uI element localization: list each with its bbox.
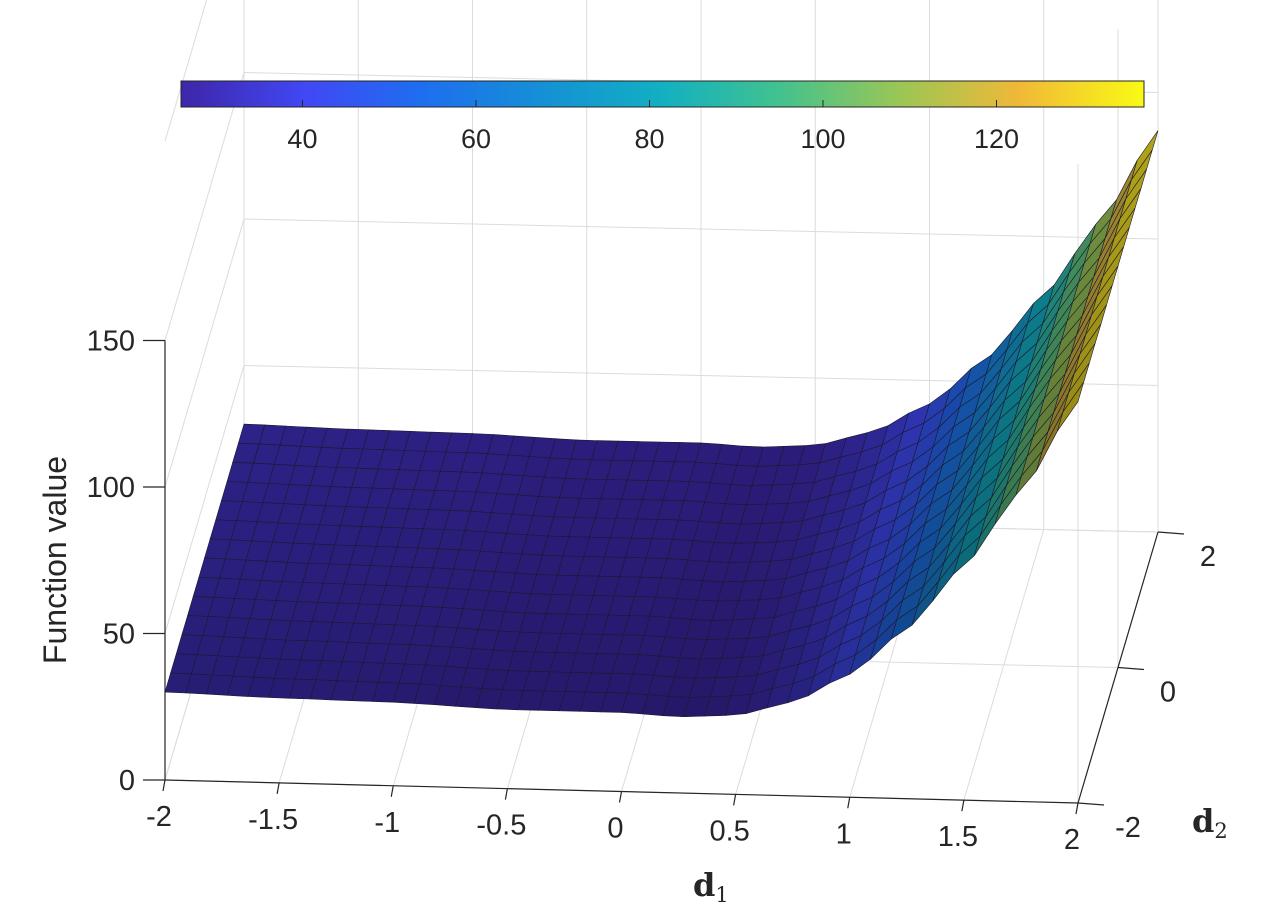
grid-line [164,218,245,488]
y-tick-mark [1157,531,1185,535]
x-tick-label: 0 [607,813,623,845]
z-tick-label: 100 [87,472,135,504]
x-tick-mark [276,782,280,794]
x-tick-label: 2 [1064,824,1080,856]
grid-line [164,72,245,341]
grid-line [164,365,245,634]
colorbar: 40 60 80 100 120 [180,80,1145,154]
x-tick-mark [162,779,166,792]
colorbar-tick-label: 40 [287,124,317,154]
axes: -2 -1.5 -1 -0.5 0 0.5 1 1.5 2 -2 0 2 0 50 100 150 [87,326,1216,857]
colorbar-tick-label: 80 [634,124,664,154]
x-tick-mark [618,791,623,803]
colorbar-tick-label: 60 [461,124,491,154]
z-tick-label: 150 [87,326,135,358]
surface-mesh [164,130,1159,718]
y-tick-label: 0 [1160,677,1176,709]
x-tick-label: -0.5 [476,810,526,842]
y-tick-label: -2 [1115,812,1141,844]
grid-line [243,218,1159,240]
y-tick-mark [1117,666,1145,671]
colorbar-tick-label: 100 [800,124,845,154]
z-tick-label: 0 [119,765,135,797]
x-tick-mark [1075,802,1079,815]
x-tick-label: -1 [374,807,400,839]
x-tick-mark [961,800,965,812]
colorbar-gradient [180,80,1145,108]
z-tick-label: 50 [103,619,135,651]
y-tick-mark [1077,802,1105,806]
x-tick-mark [504,788,508,800]
z-axis-label: Function value [37,456,73,664]
x-tick-label: -1.5 [248,804,298,836]
x-tick-mark [733,794,737,806]
grid-line [164,0,208,142]
surface-patch [1057,382,1084,432]
x-tick-mark [847,797,851,809]
axis-labels: Function value d1 d2 [37,456,1228,907]
x-tick-label: 1.5 [938,821,978,853]
x-tick-label: 0.5 [709,815,749,847]
x-axis-label: d1 [693,866,729,907]
colorbar-ticks: 40 60 80 100 120 [287,100,1019,154]
x-tick-mark [390,785,394,797]
x-tick-label: -2 [146,801,172,833]
colorbar-tick-label: 120 [974,124,1019,154]
x-tick-label: 1 [836,818,852,850]
y-tick-label: 2 [1200,541,1216,573]
y-axis-label: d2 [1192,802,1228,843]
